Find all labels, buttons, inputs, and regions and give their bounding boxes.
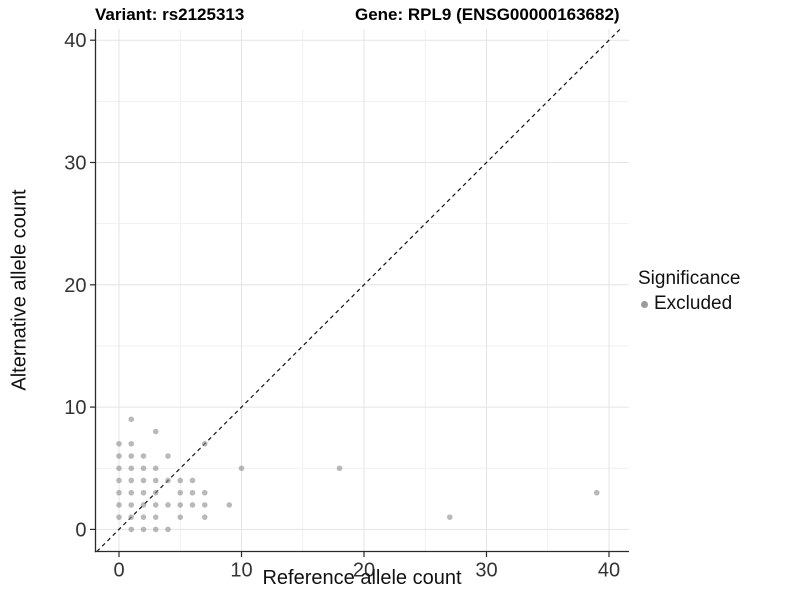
- data-point: [128, 526, 135, 533]
- data-point: [116, 453, 122, 459]
- data-point: [189, 502, 196, 508]
- data-point: [165, 502, 171, 508]
- data-point: [165, 453, 171, 459]
- x-tick-label: 20: [353, 560, 375, 582]
- data-point: [140, 526, 147, 533]
- data-point: [177, 514, 184, 520]
- data-point: [128, 489, 135, 496]
- data-point: [152, 489, 159, 496]
- data-point: [116, 465, 122, 472]
- legend-point-icon: [641, 300, 648, 308]
- x-tick-label: 30: [475, 560, 497, 582]
- legend: Significance Excluded: [638, 268, 740, 315]
- data-point: [128, 440, 135, 447]
- data-point: [140, 502, 147, 508]
- identity-line: [96, 28, 621, 552]
- data-point: [128, 465, 135, 472]
- data-point: [116, 489, 122, 496]
- data-point: [226, 502, 233, 508]
- data-point: [128, 477, 135, 484]
- data-point: [152, 502, 159, 508]
- data-point: [152, 428, 159, 435]
- data-point: [336, 465, 343, 472]
- data-point: [177, 477, 184, 484]
- data-point: [140, 514, 147, 520]
- data-point: [152, 514, 159, 520]
- x-tick-label: 40: [598, 560, 620, 582]
- data-point: [116, 514, 122, 520]
- legend-title: Significance: [638, 268, 741, 289]
- x-tick-label: 0: [113, 560, 124, 582]
- y-axis-label: Alternative allele count: [8, 189, 31, 391]
- data-point: [165, 526, 171, 533]
- x-axis-label: Reference allele count: [262, 567, 462, 589]
- data-point: [446, 514, 453, 520]
- y-tick-label: 10: [64, 397, 86, 419]
- gene-title: Gene: RPL9 (ENSG00000163682): [355, 5, 620, 24]
- data-point: [128, 514, 135, 520]
- data-point: [201, 489, 208, 496]
- y-tick-label: 0: [75, 519, 86, 541]
- data-point: [189, 489, 196, 496]
- legend-item-label: Excluded: [654, 293, 733, 314]
- data-point: [238, 465, 245, 472]
- data-point: [593, 489, 600, 496]
- data-point: [128, 416, 135, 423]
- data-point: [116, 477, 122, 484]
- x-tick-label: 10: [230, 560, 252, 582]
- data-point: [177, 502, 184, 508]
- data-point: [201, 440, 208, 447]
- data-point: [189, 477, 196, 484]
- legend-item-excluded: Excluded: [638, 293, 740, 315]
- data-point: [140, 477, 147, 484]
- y-tick-label: 20: [64, 275, 86, 297]
- data-point: [128, 453, 135, 459]
- data-point: [201, 502, 208, 508]
- data-point: [177, 489, 184, 496]
- data-point: [128, 502, 135, 508]
- data-point: [116, 502, 122, 508]
- y-tick-label: 30: [64, 153, 86, 175]
- data-point: [140, 489, 147, 496]
- data-point: [140, 453, 147, 459]
- data-point: [152, 465, 159, 472]
- data-point: [165, 477, 171, 484]
- y-tick-label: 40: [64, 30, 86, 52]
- data-point: [152, 526, 159, 533]
- data-point: [201, 514, 208, 520]
- variant-title: Variant: rs2125313: [95, 5, 245, 24]
- data-point: [116, 440, 122, 447]
- data-point: [140, 465, 147, 472]
- data-point: [152, 477, 159, 484]
